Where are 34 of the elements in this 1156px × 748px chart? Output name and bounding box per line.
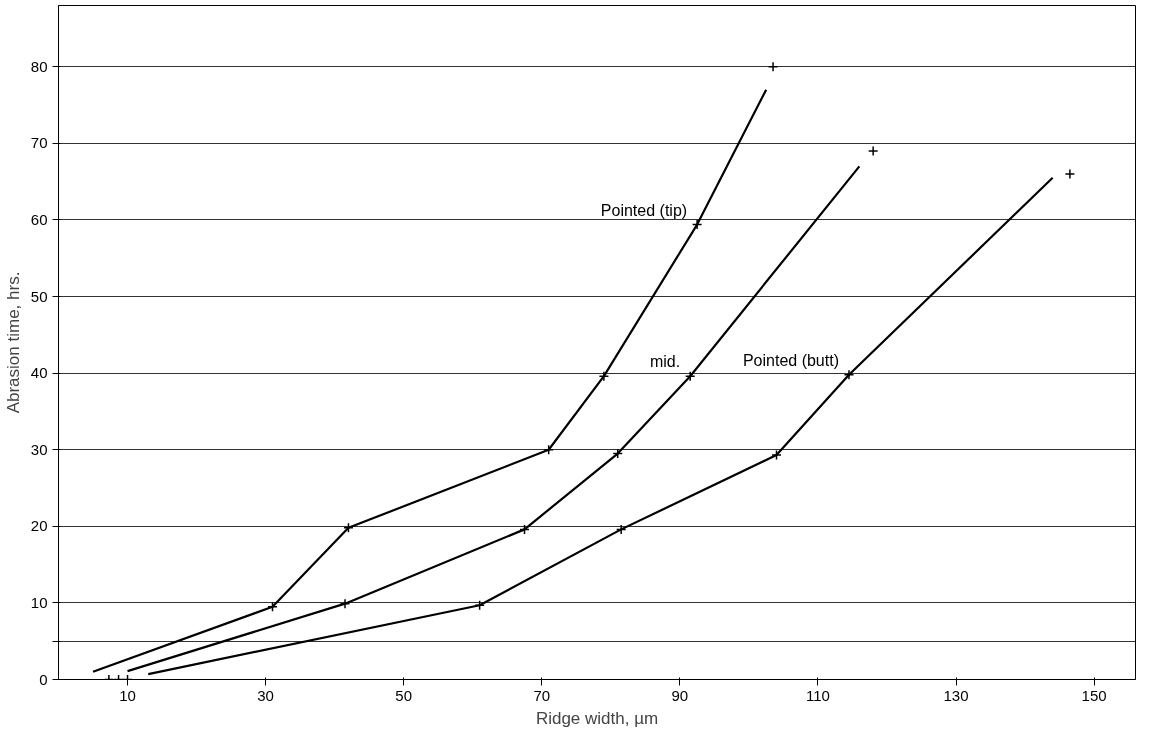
point: [691, 219, 703, 230]
x-axis-title: Ridge width, µm: [535, 708, 659, 728]
x-tick-label: 10: [119, 686, 136, 704]
y-tick-label: 20: [30, 517, 48, 535]
y-tick-label: 10: [30, 593, 48, 611]
x-tick-label: 30: [257, 686, 274, 704]
point: [615, 524, 627, 535]
x-tick-label: 130: [943, 686, 969, 704]
y-tick-label: 50: [30, 287, 48, 305]
y-tick-label: 0: [39, 670, 48, 688]
point: [771, 449, 782, 461]
point: [343, 522, 354, 534]
point: [339, 598, 351, 609]
point: [598, 370, 610, 382]
x-tick-label: 90: [671, 686, 689, 704]
series-label: mid.: [649, 353, 681, 371]
point: [474, 599, 485, 611]
x-tick-label: 150: [1081, 686, 1107, 704]
y-tick-label: 60: [30, 210, 48, 228]
point: [767, 61, 779, 73]
x-tick-label: 110: [805, 686, 830, 704]
series-label: Pointed (butt): [742, 351, 839, 369]
point: [684, 370, 696, 382]
y-tick-label: 80: [30, 57, 48, 75]
y-tick-label: 30: [30, 440, 48, 458]
y-axis-title: Abrasion time, hrs.: [3, 271, 23, 414]
y-tick-label: 70: [30, 134, 48, 152]
point: [1064, 168, 1076, 180]
point: [867, 145, 879, 157]
x-tick-label: 50: [395, 686, 413, 704]
x-tick-label: 70: [533, 686, 551, 704]
point: [843, 369, 855, 380]
series-label: Pointed (tip): [600, 201, 688, 219]
y-tick-label: 40: [30, 364, 48, 382]
